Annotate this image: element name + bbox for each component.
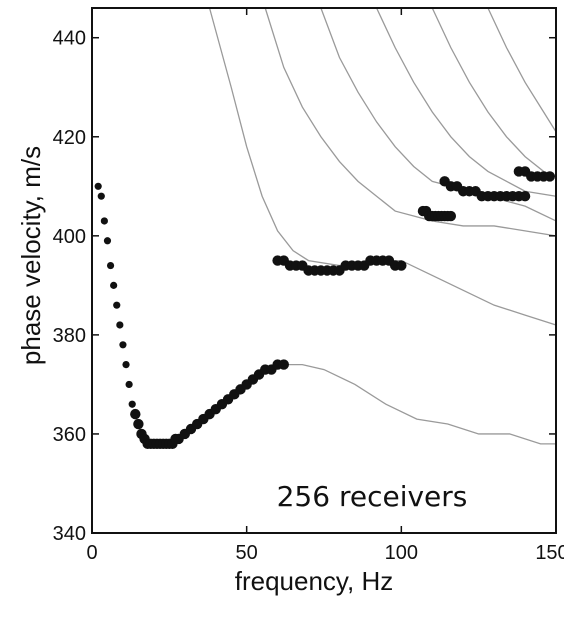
y-tick-label: 360 xyxy=(53,424,86,446)
data-point xyxy=(116,321,124,329)
data-point xyxy=(110,281,118,289)
data-point xyxy=(122,361,130,369)
y-tick-label: 340 xyxy=(53,523,86,545)
point-group-2 xyxy=(272,255,407,276)
data-point xyxy=(113,301,121,309)
x-tick-label: 100 xyxy=(385,542,418,564)
x-axis-title: frequency, Hz xyxy=(235,566,393,596)
data-point xyxy=(278,359,289,370)
x-tick-label: 50 xyxy=(236,542,258,564)
data-point xyxy=(519,191,531,202)
data-point xyxy=(128,400,136,408)
data-point xyxy=(94,182,102,190)
data-point xyxy=(106,261,115,270)
point-group-3 xyxy=(417,205,457,222)
x-tick-label: 150 xyxy=(535,542,564,564)
model-curve-1 xyxy=(283,363,556,445)
y-axis-title: phase velocity, m/s xyxy=(16,146,46,365)
data-point xyxy=(133,418,144,430)
data-point xyxy=(125,380,133,389)
data-point xyxy=(119,341,127,349)
data-point xyxy=(103,237,112,245)
point-group-4 xyxy=(439,176,531,202)
measured-points xyxy=(94,166,556,450)
plot-frame xyxy=(91,7,557,534)
y-tick-label: 440 xyxy=(53,28,86,50)
data-point xyxy=(130,408,141,420)
model-curve-6 xyxy=(431,7,557,177)
y-tick-label: 400 xyxy=(53,226,86,248)
y-tick-label: 380 xyxy=(53,325,86,347)
model-curve-7 xyxy=(487,7,557,133)
model-curve-5 xyxy=(375,7,557,197)
data-point xyxy=(445,210,457,222)
model-curve-2 xyxy=(208,7,557,326)
annotation-receivers: 256 receivers xyxy=(277,480,468,513)
model-curve-3 xyxy=(264,7,557,237)
model-curves xyxy=(208,7,557,445)
point-group-5 xyxy=(513,166,556,182)
data-point xyxy=(97,192,105,200)
axis-ticks: 0 50 100 150 340 360 380 400 420 440 xyxy=(53,8,564,564)
data-point xyxy=(544,171,556,182)
y-tick-label: 420 xyxy=(53,127,86,149)
point-group-1 xyxy=(94,182,289,450)
x-tick-label: 0 xyxy=(86,542,97,564)
data-point xyxy=(396,260,407,271)
data-point xyxy=(100,217,108,225)
